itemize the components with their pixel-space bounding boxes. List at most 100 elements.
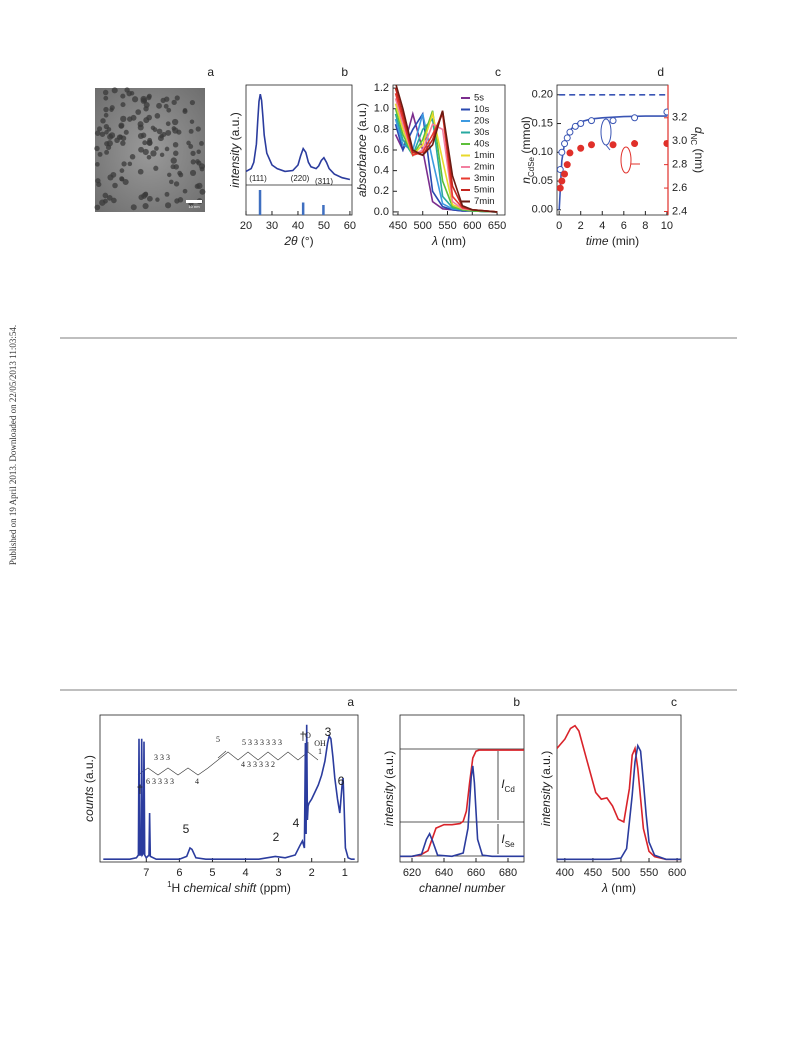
data-point <box>577 120 585 128</box>
x-tick-label: 660 <box>467 867 485 879</box>
nanocrystal <box>182 108 188 114</box>
legend-label: 5s <box>474 93 484 104</box>
double-bond <box>217 750 227 759</box>
x-tick-label: 1 <box>342 867 348 879</box>
x-tick-label: 6 <box>176 867 182 879</box>
panel-label: b <box>513 695 520 709</box>
annotation-part: (111) <box>249 174 267 183</box>
nanocrystal <box>171 99 177 106</box>
nanocrystal <box>120 102 126 108</box>
x-axis-label-part: chemical shift <box>184 881 257 895</box>
y-axis-label-part: (a.u.) <box>382 751 396 782</box>
structure-label: 4 <box>195 777 199 786</box>
nanocrystal <box>172 141 179 148</box>
annotation-part: 4 <box>293 816 300 830</box>
x-axis-label: 2θ (°) <box>283 234 313 248</box>
nanocrystal <box>129 154 136 160</box>
y2-axis-label-part: NC <box>689 134 698 146</box>
y-axis-label-part: intensity <box>228 143 242 188</box>
data-point <box>557 184 564 192</box>
x-axis-label-part: (nm) <box>438 234 466 248</box>
nanocrystal <box>195 159 200 164</box>
nanocrystal <box>137 168 144 175</box>
legend-label: 10s <box>474 104 490 115</box>
series-line <box>400 749 524 858</box>
annotation: (111) <box>249 174 267 183</box>
nanocrystal <box>106 195 113 201</box>
x-axis-label-part: (°) <box>298 234 314 248</box>
plot-area <box>557 724 681 861</box>
series-line <box>246 93 351 181</box>
x-tick-label: 40 <box>292 220 304 232</box>
nanocrystal <box>164 146 170 152</box>
plot-area <box>394 85 498 213</box>
nanocrystal <box>138 194 144 201</box>
annotation: 5 <box>183 822 190 836</box>
nanocrystal <box>170 157 177 164</box>
plot-frame <box>399 714 525 863</box>
nanocrystal <box>143 117 150 124</box>
annotation: 3 <box>325 725 332 739</box>
nanocrystal <box>167 172 172 178</box>
nanocrystal <box>119 176 125 182</box>
nanocrystal <box>173 150 179 157</box>
panel-label: b <box>341 65 348 79</box>
x-axis-label-part: time <box>586 234 609 248</box>
nanocrystal <box>102 192 109 199</box>
nanocrystal <box>102 89 109 96</box>
nanocrystal <box>104 149 110 155</box>
y-axis-label-part: (a.u.) <box>539 751 553 782</box>
annotation-part: 3 <box>325 725 332 739</box>
nanocrystal <box>97 151 103 157</box>
data-point <box>563 134 571 142</box>
y2-tick-label: 2.6 <box>672 182 687 194</box>
annotation: (220) <box>291 174 310 183</box>
nanocrystal <box>170 164 176 170</box>
nanocrystal <box>153 165 159 171</box>
series-line <box>558 115 667 210</box>
y-tick-label: 0.05 <box>532 175 553 187</box>
nanocrystal <box>186 140 191 146</box>
x-axis-label: time (min) <box>586 234 639 248</box>
annotation-part: I <box>501 777 505 791</box>
data-point <box>663 108 668 116</box>
nanocrystal <box>142 140 148 146</box>
y-axis-label-part: counts <box>82 786 96 821</box>
annotation: † <box>137 782 144 796</box>
y-axis-label-part: n <box>519 177 533 184</box>
panel-label: d <box>657 65 664 79</box>
nanocrystal <box>159 152 165 158</box>
nanocrystal <box>100 118 106 124</box>
y2-tick-label: 2.8 <box>672 159 687 171</box>
series-line <box>394 108 498 213</box>
x-axis-label-part: (min) <box>609 234 640 248</box>
x-tick-label: 3 <box>276 867 282 879</box>
legend-label: 5min <box>474 185 495 196</box>
nanocrystal <box>104 141 110 147</box>
legend-label: 2min <box>474 162 495 173</box>
annotation-part: † <box>137 782 144 796</box>
y2-axis-label-part: (nm) <box>692 145 706 173</box>
annotation: 4 <box>293 816 300 830</box>
x-tick-label: 0 <box>556 220 562 232</box>
x-axis-label-part: λ <box>601 881 608 895</box>
data-point <box>566 128 574 136</box>
nanocrystal <box>189 99 196 106</box>
x-tick-label: 450 <box>584 867 602 879</box>
nanocrystal <box>196 149 201 154</box>
y-axis-label-part: absorbance <box>355 134 369 197</box>
plot-frame <box>556 714 682 863</box>
y-axis-label-part: (mmol) <box>519 116 533 157</box>
legend-label: 3min <box>474 173 495 184</box>
data-point <box>558 148 566 156</box>
y-tick-label: 0.00 <box>532 204 553 216</box>
x-tick-label: 650 <box>488 220 506 232</box>
nanocrystal <box>138 146 144 153</box>
annotation-part: (220) <box>291 174 310 183</box>
y-tick-label: 0.8 <box>374 123 389 135</box>
nanocrystal <box>188 128 194 134</box>
nanocrystal <box>119 168 125 173</box>
x-tick-label: 50 <box>318 220 330 232</box>
x-tick-label: 680 <box>499 867 517 879</box>
